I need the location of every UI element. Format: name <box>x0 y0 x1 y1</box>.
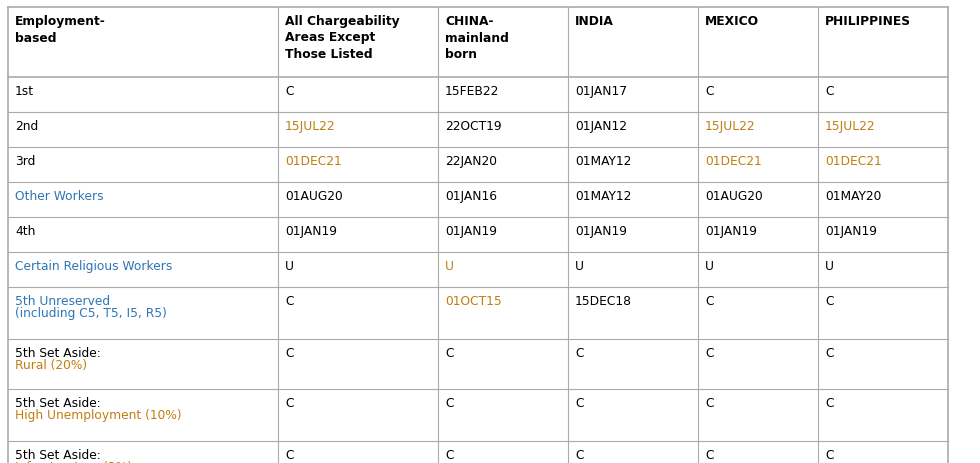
Text: C: C <box>445 396 454 409</box>
Text: C: C <box>825 85 834 98</box>
Text: 01DEC21: 01DEC21 <box>825 155 882 168</box>
Text: C: C <box>825 396 834 409</box>
Text: 01AUG20: 01AUG20 <box>285 189 343 203</box>
Text: 01JAN16: 01JAN16 <box>445 189 497 203</box>
Text: 15JUL22: 15JUL22 <box>285 120 335 133</box>
Text: 01DEC21: 01DEC21 <box>705 155 761 168</box>
Text: C: C <box>285 294 293 307</box>
Text: C: C <box>705 346 713 359</box>
Text: 01JAN19: 01JAN19 <box>825 225 877 238</box>
Text: C: C <box>285 448 293 461</box>
Text: CHINA-
mainland
born: CHINA- mainland born <box>445 15 509 61</box>
Text: U: U <box>575 259 584 272</box>
Text: C: C <box>285 85 293 98</box>
Text: 01JAN19: 01JAN19 <box>285 225 337 238</box>
Text: 01JAN19: 01JAN19 <box>705 225 757 238</box>
Text: C: C <box>705 448 713 461</box>
Text: (including C5, T5, I5, R5): (including C5, T5, I5, R5) <box>15 306 167 319</box>
Text: C: C <box>285 346 293 359</box>
Text: C: C <box>825 448 834 461</box>
Text: 01MAY12: 01MAY12 <box>575 189 631 203</box>
Text: 01DEC21: 01DEC21 <box>285 155 342 168</box>
Text: MEXICO: MEXICO <box>705 15 760 28</box>
Text: 4th: 4th <box>15 225 35 238</box>
Text: C: C <box>825 294 834 307</box>
Text: 15FEB22: 15FEB22 <box>445 85 500 98</box>
Text: C: C <box>575 448 583 461</box>
Text: 01JAN17: 01JAN17 <box>575 85 627 98</box>
Text: 5th Set Aside:: 5th Set Aside: <box>15 448 101 461</box>
Text: 1st: 1st <box>15 85 34 98</box>
Text: U: U <box>705 259 714 272</box>
Text: C: C <box>575 346 583 359</box>
Text: C: C <box>825 346 834 359</box>
Text: 01JAN19: 01JAN19 <box>575 225 627 238</box>
Text: 01AUG20: 01AUG20 <box>705 189 762 203</box>
Text: 2nd: 2nd <box>15 120 38 133</box>
Text: 01MAY12: 01MAY12 <box>575 155 631 168</box>
Text: Certain Religious Workers: Certain Religious Workers <box>15 259 172 272</box>
Text: 5th Set Aside:: 5th Set Aside: <box>15 346 101 359</box>
Text: 22JAN20: 22JAN20 <box>445 155 497 168</box>
Text: 15JUL22: 15JUL22 <box>705 120 756 133</box>
Text: INDIA: INDIA <box>575 15 613 28</box>
Text: 01MAY20: 01MAY20 <box>825 189 881 203</box>
Text: High Unemployment (10%): High Unemployment (10%) <box>15 408 181 421</box>
Text: Infrastructure (2%): Infrastructure (2%) <box>15 460 132 463</box>
Text: C: C <box>445 346 454 359</box>
Text: Rural (20%): Rural (20%) <box>15 358 87 371</box>
Text: 15JUL22: 15JUL22 <box>825 120 875 133</box>
Text: 15DEC18: 15DEC18 <box>575 294 632 307</box>
Text: 01JAN12: 01JAN12 <box>575 120 627 133</box>
Text: 3rd: 3rd <box>15 155 35 168</box>
Text: C: C <box>285 396 293 409</box>
Text: U: U <box>445 259 454 272</box>
Text: All Chargeability
Areas Except
Those Listed: All Chargeability Areas Except Those Lis… <box>285 15 400 61</box>
Text: U: U <box>825 259 834 272</box>
Text: C: C <box>705 396 713 409</box>
Text: 01OCT15: 01OCT15 <box>445 294 502 307</box>
Text: PHILIPPINES: PHILIPPINES <box>825 15 911 28</box>
Text: 22OCT19: 22OCT19 <box>445 120 502 133</box>
Text: C: C <box>575 396 583 409</box>
Text: 01JAN19: 01JAN19 <box>445 225 497 238</box>
Text: C: C <box>705 294 713 307</box>
Text: 5th Set Aside:: 5th Set Aside: <box>15 396 101 409</box>
Text: Other Workers: Other Workers <box>15 189 104 203</box>
Text: C: C <box>445 448 454 461</box>
Text: U: U <box>285 259 294 272</box>
Text: 5th Unreserved: 5th Unreserved <box>15 294 110 307</box>
Text: Employment-
based: Employment- based <box>15 15 106 44</box>
Text: C: C <box>705 85 713 98</box>
